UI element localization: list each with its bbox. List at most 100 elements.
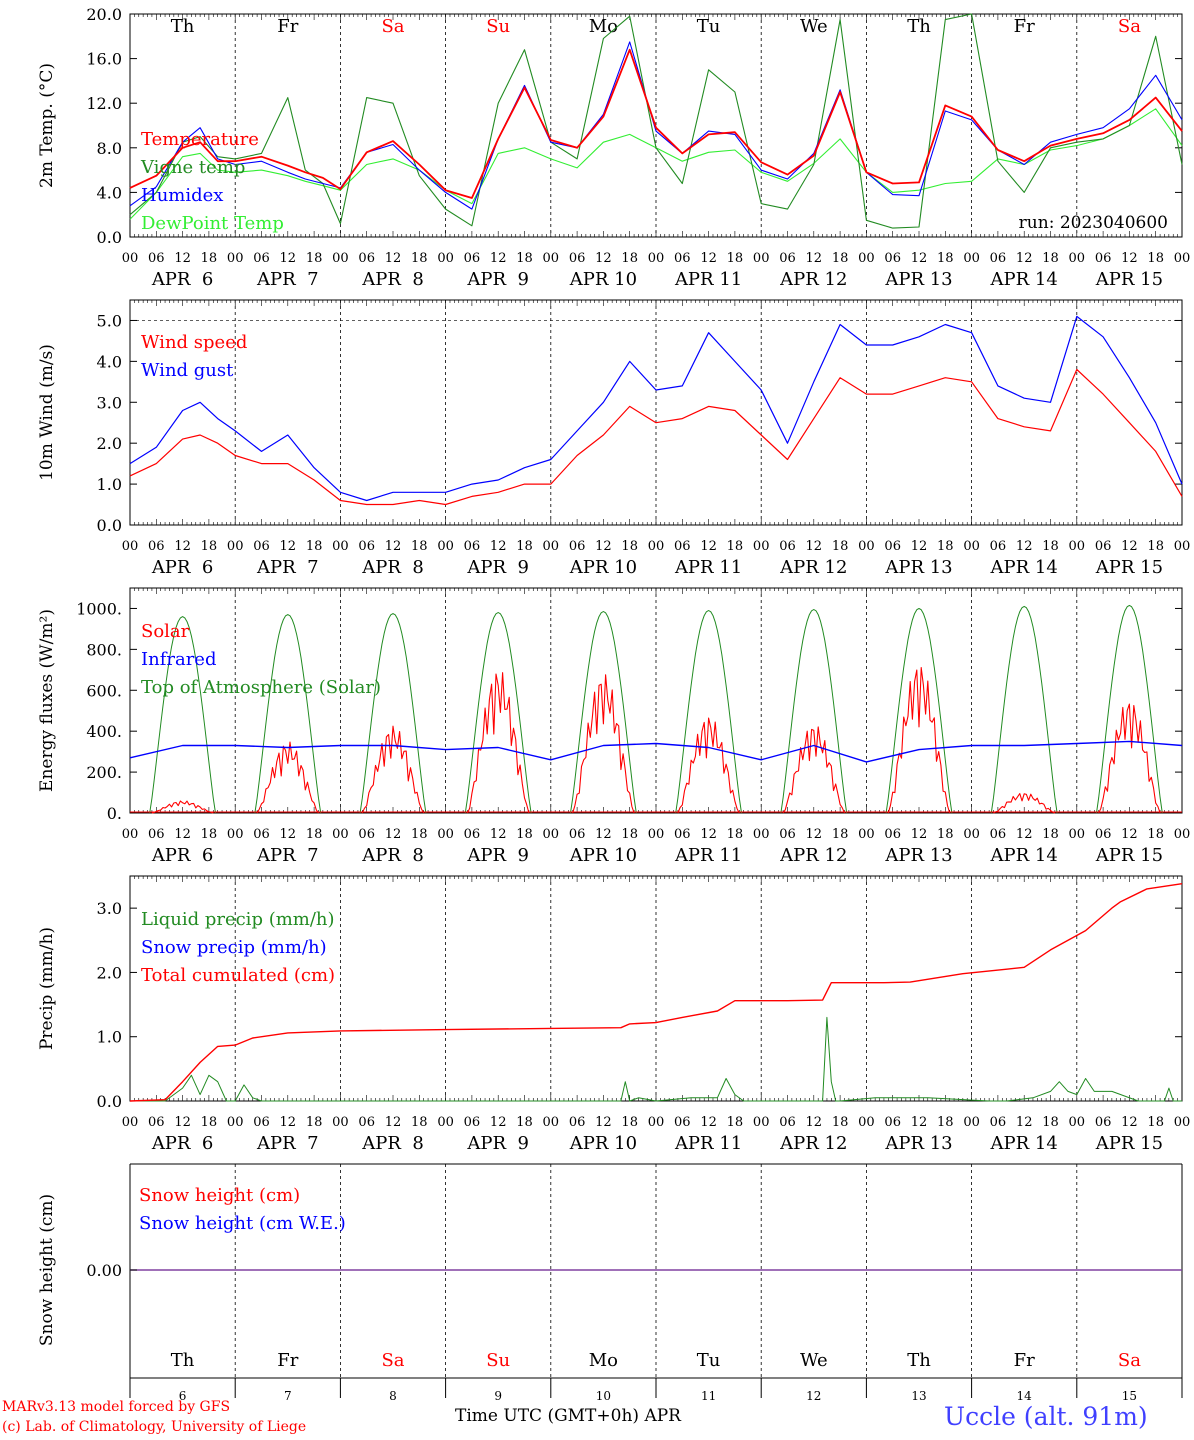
flux-toa-line	[675, 610, 742, 814]
precip-date-label: APR 9	[466, 1133, 529, 1154]
flux-date-label: APR 11	[674, 845, 742, 866]
flux-solar-line	[256, 741, 319, 814]
temp-y-tick-label: 4.0	[97, 183, 122, 202]
wind-legend-entry: Wind gust	[141, 360, 234, 381]
flux-date-label: APR 14	[990, 845, 1058, 866]
temp-series-line	[129, 13, 1183, 229]
flux-toa-line	[780, 609, 848, 814]
precip-date-label: APR 12	[779, 1133, 847, 1154]
wind-hour-label: 18	[1147, 539, 1164, 554]
temp-hour-label: 18	[937, 251, 954, 266]
flux-infrared-line	[129, 740, 1183, 763]
flux-y-tick-label: 0.	[107, 804, 122, 823]
precip-date-label: APR 8	[361, 1133, 424, 1154]
snow-weekday-label: Su	[486, 1350, 510, 1371]
snow-day-number: 6	[179, 1389, 187, 1403]
flux-solar-line	[361, 725, 425, 814]
precip-legend-entry: Snow precip (mm/h)	[141, 937, 327, 958]
wind-hour-label: 00	[122, 539, 139, 554]
temp-date-label: APR 7	[256, 269, 319, 290]
snow-weekday-label: Sa	[1118, 1350, 1141, 1371]
wind-y-axis-label: 10m Wind (m/s)	[37, 344, 57, 481]
precip-hour-label: 00	[1069, 1115, 1086, 1130]
flux-hour-label: 00	[543, 827, 560, 842]
snow-y-axis-label: Snow height (cm)	[37, 1194, 57, 1346]
wind-y-tick-label: 5.0	[97, 311, 122, 330]
temp-hour-label: 06	[148, 251, 165, 266]
flux-toa-line	[149, 616, 216, 814]
wind-hour-label: 18	[306, 539, 323, 554]
temp-weekday-label: Sa	[381, 16, 404, 37]
temp-date-label: APR 12	[779, 269, 847, 290]
temp-hour-label: 00	[332, 251, 349, 266]
temp-hour-label: 18	[516, 251, 533, 266]
flux-hour-label: 18	[1147, 827, 1164, 842]
temp-hour-label: 06	[674, 251, 691, 266]
wind-date-label: APR 7	[256, 557, 319, 578]
precip-hour-label: 12	[700, 1115, 717, 1130]
temp-hour-label: 00	[1069, 251, 1086, 266]
precip-y-tick-label: 0.0	[97, 1092, 122, 1111]
temp-legend-entry: Temperature	[141, 129, 259, 150]
precip-hour-label: 12	[385, 1115, 402, 1130]
temp-hour-label: 18	[621, 251, 638, 266]
flux-solar-line	[782, 726, 846, 814]
temp-hour-label: 06	[253, 251, 270, 266]
temp-hour-label: 18	[727, 251, 744, 266]
temp-hour-label: 12	[700, 251, 717, 266]
flux-toa-line	[254, 614, 322, 814]
precip-hour-label: 00	[332, 1115, 349, 1130]
flux-hour-label: 00	[227, 827, 244, 842]
flux-y-axis-label: Energy fluxes (W/m²)	[37, 609, 57, 792]
snow-day-number: 10	[596, 1389, 611, 1403]
wind-hour-label: 12	[174, 539, 191, 554]
flux-hour-label: 06	[358, 827, 375, 842]
temp-hour-label: 12	[1016, 251, 1033, 266]
flux-y-tick-label: 400.	[86, 722, 122, 741]
wind-hour-label: 06	[569, 539, 586, 554]
flux-frame	[129, 587, 1183, 814]
wind-hour-label: 00	[753, 539, 770, 554]
flux-hour-label: 00	[1174, 827, 1191, 842]
flux-solar-line	[466, 672, 530, 814]
temp-weekday-label: Th	[171, 16, 195, 37]
flux-date-label: APR 12	[779, 845, 847, 866]
flux-toa-line	[464, 612, 532, 814]
precip-hour-label: 00	[227, 1115, 244, 1130]
precip-hour-label: 18	[306, 1115, 323, 1130]
snow-weekday-label: Fr	[277, 1350, 298, 1371]
precip-hour-label: 18	[411, 1115, 428, 1130]
flux-solar-line	[151, 800, 214, 814]
wind-hour-label: 18	[832, 539, 849, 554]
temp-hour-label: 12	[490, 251, 507, 266]
wind-hour-label: 18	[201, 539, 218, 554]
precip-date-label: APR 11	[674, 1133, 742, 1154]
precip-hour-label: 06	[779, 1115, 796, 1130]
precip-series-line	[129, 883, 1183, 1102]
temp-weekday-label: Fr	[1014, 16, 1035, 37]
wind-hour-label: 12	[1016, 539, 1033, 554]
credit-line-2: (c) Lab. of Climatology, University of L…	[2, 1419, 307, 1435]
precip-hour-label: 06	[884, 1115, 901, 1130]
wind-y-tick-label: 2.0	[97, 434, 122, 453]
precip-hour-label: 06	[464, 1115, 481, 1130]
time-axis-label: Time UTC (GMT+0h) APR	[455, 1406, 681, 1426]
wind-hour-label: 00	[332, 539, 349, 554]
wind-hour-label: 12	[490, 539, 507, 554]
temp-hour-label: 06	[1095, 251, 1112, 266]
snow-day-number: 9	[494, 1389, 502, 1403]
wind-hour-label: 12	[806, 539, 823, 554]
snow-day-number: 8	[389, 1389, 397, 1403]
temp-series-line	[129, 48, 1183, 199]
flux-hour-label: 00	[122, 827, 139, 842]
temp-date-label: APR 10	[569, 269, 637, 290]
temp-legend-entry: Humidex	[141, 185, 223, 206]
wind-date-label: APR 15	[1095, 557, 1163, 578]
precip-hour-label: 00	[1174, 1115, 1191, 1130]
precip-legend-entry: Liquid precip (mm/h)	[141, 909, 335, 930]
flux-solar-line	[1098, 703, 1161, 814]
wind-y-tick-label: 4.0	[97, 352, 122, 371]
temp-hour-label: 12	[280, 251, 297, 266]
precip-date-label: APR 15	[1095, 1133, 1163, 1154]
snow-weekday-label: We	[800, 1350, 828, 1371]
